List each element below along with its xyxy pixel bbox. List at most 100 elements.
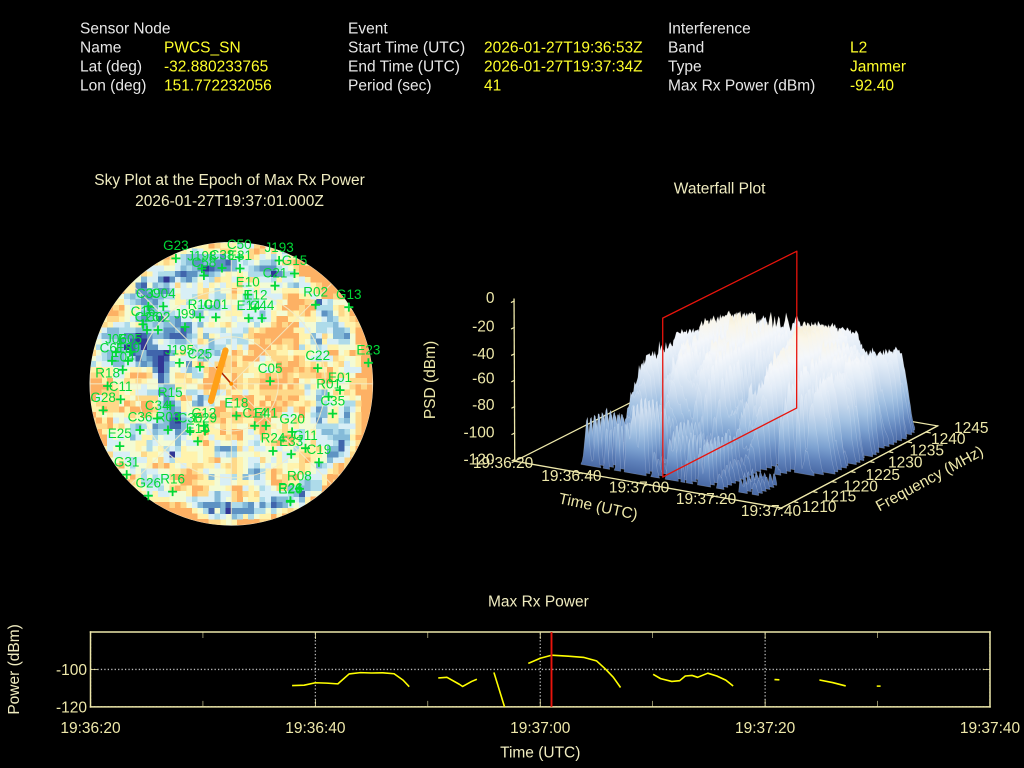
svg-text:19:36:40: 19:36:40 <box>285 720 346 737</box>
svg-text:G26: G26 <box>136 475 162 490</box>
svg-text:19:37:40: 19:37:40 <box>960 720 1021 737</box>
svg-text:E33: E33 <box>279 434 303 449</box>
svg-text:E05: E05 <box>118 332 142 347</box>
svg-text:C12: C12 <box>192 405 217 420</box>
svg-text:19:36:20: 19:36:20 <box>473 455 534 472</box>
svg-text:C21: C21 <box>263 265 288 280</box>
svg-text:E18: E18 <box>224 395 248 410</box>
svg-text:-40: -40 <box>472 346 495 363</box>
svg-text:E26: E26 <box>278 481 302 496</box>
svg-text:C01: C01 <box>204 297 229 312</box>
svg-text:Sky Plot at the Epoch of Max R: Sky Plot at the Epoch of Max Rx Power <box>94 172 365 189</box>
svg-text:J195: J195 <box>165 343 194 358</box>
svg-text:-80: -80 <box>472 397 495 414</box>
svg-text:PWCS_SN: PWCS_SN <box>164 40 241 57</box>
svg-text:41: 41 <box>484 78 501 95</box>
svg-text:1230: 1230 <box>888 455 923 472</box>
svg-text:G31: G31 <box>114 454 140 469</box>
svg-text:-120: -120 <box>463 452 494 469</box>
svg-text:G15: G15 <box>282 253 308 268</box>
svg-text:C26: C26 <box>135 310 160 325</box>
svg-text:19:37:40: 19:37:40 <box>741 503 802 520</box>
svg-text:E01: E01 <box>328 370 352 385</box>
svg-text:C44: C44 <box>250 298 275 313</box>
svg-text:C02: C02 <box>146 310 171 325</box>
svg-text:Waterfall Plot: Waterfall Plot <box>674 180 766 197</box>
svg-text:R15: R15 <box>158 385 183 400</box>
svg-text:19:37:20: 19:37:20 <box>735 720 796 737</box>
svg-text:Name: Name <box>80 40 121 57</box>
svg-text:-20: -20 <box>472 319 495 336</box>
svg-text:Period (sec): Period (sec) <box>348 78 432 95</box>
svg-text:Max Rx Power (dBm): Max Rx Power (dBm) <box>668 78 815 95</box>
svg-text:J99: J99 <box>174 307 196 322</box>
svg-text:C25: C25 <box>188 347 213 362</box>
svg-text:G13: G13 <box>336 287 362 302</box>
svg-text:C38: C38 <box>210 248 235 263</box>
svg-text:2026-01-27T19:37:01.000Z: 2026-01-27T19:37:01.000Z <box>135 193 324 210</box>
svg-text:1245: 1245 <box>954 420 988 437</box>
svg-text:Max Rx Power: Max Rx Power <box>488 594 589 611</box>
svg-text:C34: C34 <box>145 398 170 413</box>
svg-text:-92.40: -92.40 <box>850 78 894 95</box>
svg-text:R01: R01 <box>316 376 341 391</box>
svg-text:1225: 1225 <box>866 467 900 484</box>
svg-text:G28: G28 <box>90 390 116 405</box>
svg-text:C36: C36 <box>128 410 153 425</box>
svg-text:E89: E89 <box>116 340 140 355</box>
svg-text:19:37:00: 19:37:00 <box>510 720 571 737</box>
svg-text:E14: E14 <box>237 298 262 313</box>
svg-text:J193: J193 <box>264 240 293 255</box>
svg-text:R03: R03 <box>156 410 181 425</box>
svg-text:Event: Event <box>348 21 388 38</box>
svg-text:R26: R26 <box>278 480 303 495</box>
svg-text:19:37:20: 19:37:20 <box>676 491 737 508</box>
svg-text:0: 0 <box>486 290 495 307</box>
svg-text:1210: 1210 <box>802 499 837 516</box>
svg-text:E31: E31 <box>228 248 252 263</box>
svg-text:Interference: Interference <box>668 21 751 38</box>
svg-text:Jammer: Jammer <box>850 59 906 76</box>
svg-text:Lat (deg): Lat (deg) <box>80 59 142 76</box>
svg-text:G23: G23 <box>163 238 189 253</box>
svg-text:151.772232056: 151.772232056 <box>164 78 272 95</box>
svg-text:E23: E23 <box>356 342 380 357</box>
svg-text:J06: J06 <box>105 332 127 347</box>
svg-text:2026-01-27T19:37:34Z: 2026-01-27T19:37:34Z <box>484 59 643 76</box>
svg-text:R02: R02 <box>303 284 328 299</box>
svg-text:C16: C16 <box>131 304 156 319</box>
svg-text:C39: C39 <box>136 286 161 301</box>
svg-text:C19: C19 <box>307 442 332 457</box>
svg-text:E41: E41 <box>254 405 278 420</box>
svg-text:E12: E12 <box>243 288 267 303</box>
svg-text:Power (dBm): Power (dBm) <box>6 624 23 714</box>
svg-text:1220: 1220 <box>843 479 878 496</box>
svg-text:R18: R18 <box>95 366 120 381</box>
svg-text:Lon (deg): Lon (deg) <box>80 78 146 95</box>
svg-text:C30: C30 <box>178 411 203 426</box>
svg-text:E25: E25 <box>108 426 132 441</box>
svg-text:L2: L2 <box>850 40 867 57</box>
svg-text:-100: -100 <box>56 662 87 679</box>
svg-text:2026-01-27T19:36:53Z: 2026-01-27T19:36:53Z <box>484 40 643 57</box>
svg-text:End Time (UTC): End Time (UTC) <box>348 59 460 76</box>
svg-text:PSD (dBm): PSD (dBm) <box>422 341 439 419</box>
svg-text:-32.880233765: -32.880233765 <box>164 59 268 76</box>
svg-text:19:37:00: 19:37:00 <box>609 480 670 497</box>
svg-text:C14: C14 <box>242 405 267 420</box>
svg-text:C50: C50 <box>227 237 252 252</box>
svg-text:E16: E16 <box>186 421 210 436</box>
svg-text:G20: G20 <box>279 412 305 427</box>
svg-text:E10: E10 <box>236 274 260 289</box>
svg-text:C04: C04 <box>151 286 176 301</box>
svg-text:R08: R08 <box>287 468 312 483</box>
svg-text:J198: J198 <box>187 248 216 263</box>
svg-text:-60: -60 <box>472 371 495 388</box>
svg-text:E04: E04 <box>111 349 136 364</box>
svg-text:C35: C35 <box>320 393 345 408</box>
svg-text:-120: -120 <box>56 700 87 717</box>
svg-text:1235: 1235 <box>910 443 944 460</box>
svg-text:Sensor Node: Sensor Node <box>80 21 170 38</box>
svg-text:1240: 1240 <box>931 431 966 448</box>
svg-text:Band: Band <box>668 40 704 57</box>
